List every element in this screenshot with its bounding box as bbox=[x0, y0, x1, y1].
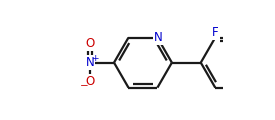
Text: +: + bbox=[90, 54, 98, 63]
Text: O: O bbox=[85, 75, 95, 88]
Text: N: N bbox=[86, 56, 94, 69]
Text: O: O bbox=[85, 37, 95, 50]
Text: N: N bbox=[154, 31, 163, 44]
Text: F: F bbox=[212, 26, 219, 39]
Text: −: − bbox=[80, 81, 89, 91]
